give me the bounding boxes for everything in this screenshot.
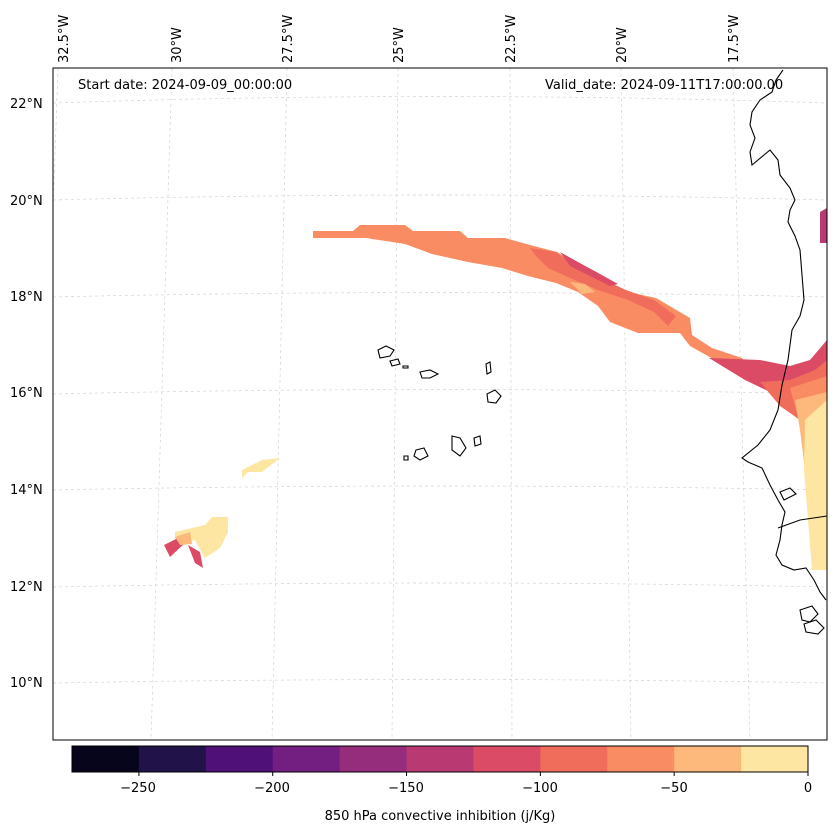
- cin-coast-cream: [804, 400, 827, 570]
- lat-label-16n: 16°N: [10, 386, 43, 401]
- cin-band-light: [570, 282, 595, 294]
- colorbar-swatch: [607, 746, 675, 772]
- lat-label-14n: 14°N: [10, 483, 43, 498]
- colorbar-swatch: [741, 746, 809, 772]
- map-frame: [52, 67, 828, 741]
- colorbar: [72, 746, 809, 772]
- cin-nw-magenta: [820, 208, 827, 243]
- cin-patch-small: [242, 458, 280, 478]
- colorbar-swatch: [138, 746, 207, 772]
- lon-label-22-5w: 22.5°W: [504, 14, 519, 63]
- cin-band-dark: [560, 252, 618, 286]
- colorbar-swatch: [339, 746, 408, 772]
- african-coastline: [741, 69, 827, 601]
- lat-label-20n: 20°N: [10, 194, 43, 209]
- colorbar-frame: [71, 745, 809, 773]
- valid-date-label: Valid_date: 2024-09-11T17:00:00.00: [545, 78, 784, 93]
- lat-label-10n: 10°N: [10, 676, 43, 691]
- colorbar-tick-label: −250: [120, 781, 156, 796]
- colorbar-swatch: [72, 746, 140, 772]
- cape-verde-islands: [377, 345, 502, 461]
- lat-label-22n: 22°N: [10, 97, 43, 112]
- colorbar-swatch: [674, 746, 742, 772]
- cin-fill-regions: [164, 208, 827, 570]
- colorbar-swatch: [473, 746, 541, 772]
- lon-label-20w: 20°W: [615, 27, 630, 63]
- cin-patch-red2: [188, 545, 203, 568]
- colorbar-tick-label: −50: [660, 781, 688, 796]
- colorbar-swatch: [205, 746, 274, 772]
- lon-label-30w: 30°W: [170, 27, 185, 63]
- cin-band-inner: [530, 248, 676, 326]
- colorbar-label: 850 hPa convective inhibition (j/Kg): [324, 809, 556, 824]
- lon-label-27-5w: 27.5°W: [281, 14, 296, 63]
- colorbar-tick-label: −200: [254, 781, 290, 796]
- colorbar-swatch: [540, 746, 608, 772]
- lon-label-25w: 25°W: [392, 27, 407, 63]
- colorbar-tick-marks: [138, 772, 809, 776]
- lon-label-32-5w: 32.5°W: [57, 14, 72, 63]
- coastlines: [741, 69, 828, 635]
- lon-label-17-5w: 17.5°W: [727, 14, 742, 63]
- lat-label-18n: 18°N: [10, 290, 43, 305]
- map-gridlines: [52, 67, 828, 741]
- lat-label-12n: 12°N: [10, 580, 43, 595]
- colorbar-swatch: [272, 746, 341, 772]
- start-date-label: Start date: 2024-09-09_00:00:00: [78, 78, 293, 93]
- colorbar-tick-label: −150: [388, 781, 424, 796]
- colorbar-swatch: [406, 746, 474, 772]
- colorbar-tick-label: −100: [522, 781, 558, 796]
- cin-patch-peach: [175, 532, 192, 545]
- colorbar-tick-label: 0: [803, 781, 813, 796]
- cin-patch-cluster: [175, 517, 228, 558]
